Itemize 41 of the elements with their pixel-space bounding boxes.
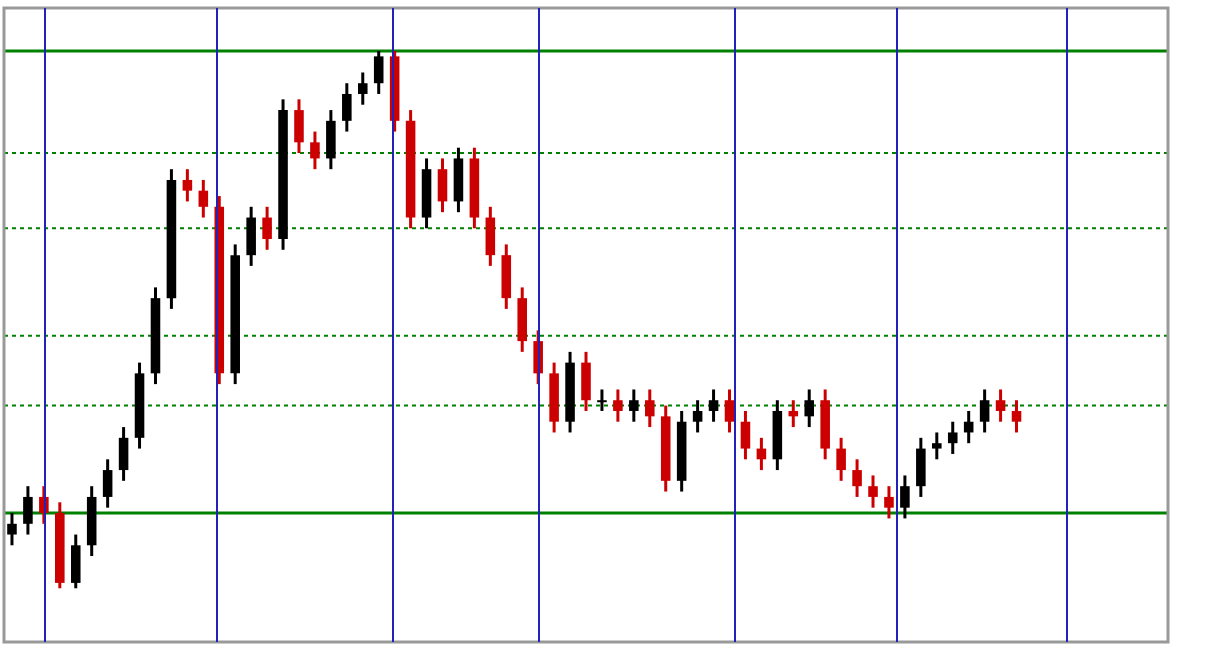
candlestick	[310, 130, 320, 171]
candlestick	[70, 533, 81, 590]
candlestick	[884, 484, 894, 520]
candlestick	[23, 484, 33, 537]
candlestick	[708, 387, 719, 424]
candlestick	[1011, 398, 1022, 434]
candlestick	[645, 387, 655, 429]
candlestick	[692, 398, 703, 434]
candlestick	[836, 436, 846, 483]
candlestick	[7, 511, 17, 547]
candlestick	[453, 146, 464, 214]
candlestick	[342, 81, 352, 134]
candlestick	[294, 97, 304, 155]
candlestick	[804, 387, 815, 429]
candlestick	[118, 425, 129, 483]
candlestick	[501, 242, 512, 311]
candlestick	[995, 387, 1006, 424]
candlestick	[947, 420, 958, 456]
candlestick	[517, 285, 527, 354]
candlestick	[262, 205, 272, 252]
candlestick	[852, 457, 862, 499]
candlestick	[597, 387, 607, 413]
candlestick	[437, 156, 448, 214]
candlestick	[868, 473, 878, 510]
candlestick	[246, 205, 256, 268]
candlestick	[485, 205, 496, 268]
candlestick	[373, 49, 384, 96]
candlestick	[198, 178, 209, 220]
candlestick	[357, 70, 368, 107]
candlestick	[900, 473, 910, 520]
candlestick	[182, 167, 193, 203]
candlestick	[613, 387, 623, 424]
candlestick	[326, 108, 336, 171]
candlestick	[979, 387, 990, 434]
candlestick	[102, 457, 113, 510]
candlestick	[740, 409, 751, 461]
candlestick	[629, 387, 639, 424]
candlestick	[581, 350, 591, 413]
candlestick	[724, 387, 735, 434]
candlestick	[916, 436, 926, 499]
candlestick	[932, 430, 942, 461]
